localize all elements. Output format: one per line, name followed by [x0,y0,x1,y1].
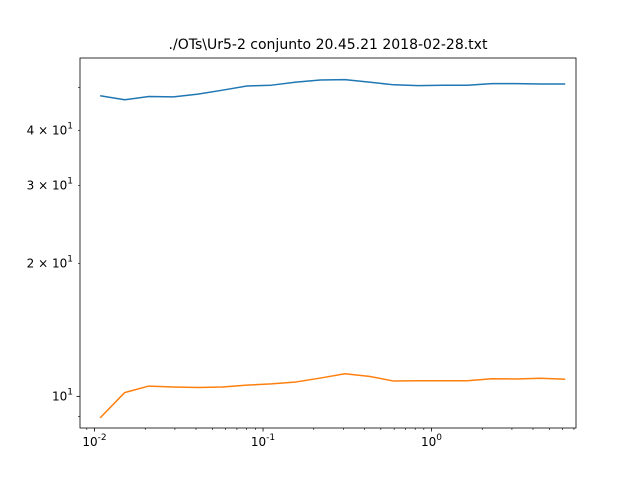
series-line-2 [99,373,566,419]
y-tick-label: 101 [52,387,73,403]
x-tick-label: 100 [421,433,442,449]
plot-frame [79,57,577,429]
chart-title: ./OTs\Ur5-2 conjunto 20.45.21 2018-02-28… [169,37,488,53]
series-line-1 [100,78,566,101]
y-tick-label: 2 × 101 [27,254,73,270]
y-tick-label: 3 × 101 [27,177,73,193]
x-tick-label: 10-2 [82,433,106,449]
y-tick-label: 4 × 101 [27,121,73,137]
tick-layer: 10-2 10-1 100 101 2 × 101 3 × 101 4 × 101 [27,87,575,449]
series-layer [99,78,566,419]
x-tick-label: 10-1 [251,433,275,449]
